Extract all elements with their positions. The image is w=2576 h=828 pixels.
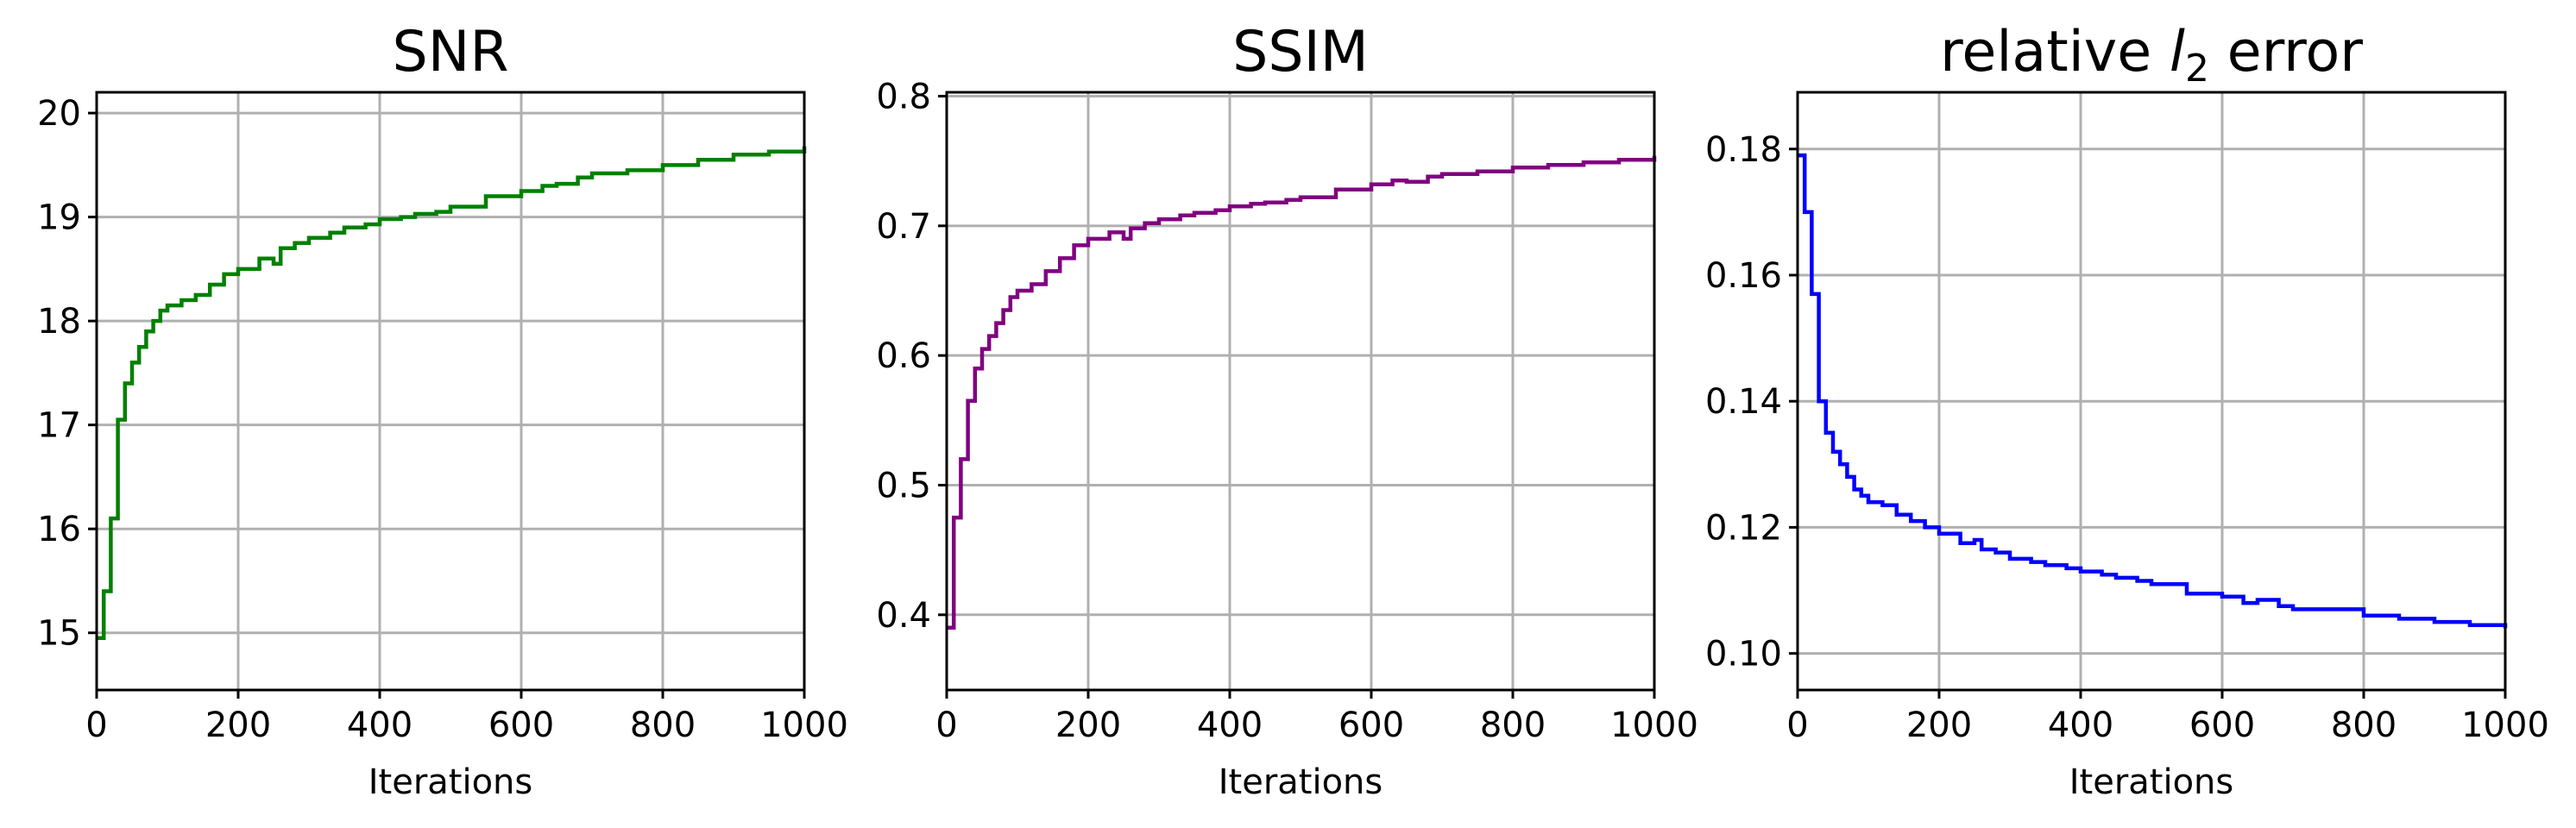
ssim-y-tick-label: 0.8 [876,78,931,117]
ssim-y-tick-label: 0.5 [876,466,931,505]
ssim-y-tick-label: 0.6 [876,336,931,376]
l2-error-title: relative l2 error [1940,20,2363,91]
ssim-x-tick-label: 0 [935,706,957,745]
snr-x-tick-label: 600 [488,706,554,745]
snr-x-tick-label: 0 [85,706,107,745]
ssim-title: SSIM [1232,20,1369,85]
snr-x-tick-label: 800 [630,706,696,745]
ssim-x-axis-label: Iterations [1219,762,1383,802]
l2-error-y-tick-label: 0.10 [1705,635,1782,674]
l2-error-ticks: 0 200 400 600 800 1000 0.10 0.12 0.14 0.16 0.18 [1705,130,2549,745]
ssim-x-tick-label: 400 [1197,706,1263,745]
ssim-y-tick-label: 0.7 [876,207,931,247]
snr-x-axis-label: Iterations [368,762,533,802]
snr-y-tick-label: 18 [37,302,81,342]
snr-ticks: 0 200 400 600 800 1000 15 16 17 18 19 20 [37,94,848,745]
l2-error-axes-frame [1796,91,2507,692]
snr-panel: SNR 0 200 400 600 800 1000 15 16 17 18 19 20 Iterat… [37,20,848,802]
l2-error-series-line [1798,153,2508,629]
l2-error-x-tick-label: 200 [1906,706,1972,745]
ssim-x-tick-label: 800 [1480,706,1546,745]
snr-y-tick-label: 20 [37,94,81,134]
snr-title: SNR [392,20,508,85]
l2-error-title-suffix: error [2209,20,2363,85]
snr-axes-frame [95,91,806,692]
ssim-axes-frame [945,91,1656,692]
l2-error-x-tick-label: 800 [2331,706,2396,745]
l2-error-x-tick-label: 1000 [2461,706,2549,745]
snr-x-tick-label: 1000 [760,706,848,745]
l2-error-y-tick-label: 0.12 [1705,508,1782,548]
l2-error-x-tick-label: 600 [2189,706,2255,745]
l2-error-y-tick-label: 0.14 [1705,382,1782,422]
snr-y-tick-label: 16 [37,510,81,549]
l2-error-title-prefix: relative [1940,20,2170,85]
snr-x-tick-label: 400 [347,706,413,745]
l2-error-title-sub: 2 [2185,47,2209,91]
snr-y-tick-label: 15 [37,614,81,654]
snr-x-tick-label: 200 [205,706,271,745]
ssim-x-tick-label: 600 [1338,706,1404,745]
ssim-series-line [947,155,1657,630]
l2-error-x-axis-label: Iterations [2069,762,2234,802]
l2-error-title-var: l [2170,20,2185,85]
ssim-x-tick-label: 200 [1055,706,1121,745]
snr-y-tick-label: 19 [37,198,81,238]
ssim-y-tick-label: 0.4 [876,596,931,636]
l2-error-x-tick-label: 400 [2048,706,2113,745]
ssim-gridlines [945,92,1656,690]
l2-error-y-tick-label: 0.16 [1705,256,1782,296]
ssim-panel: SSIM 0 200 400 600 800 1000 0.4 0.5 0.6 0.7 0.8 It… [876,20,1698,802]
l2-error-x-tick-label: 0 [1786,706,1808,745]
ssim-x-tick-label: 1000 [1610,706,1698,745]
l2-error-y-tick-label: 0.18 [1705,130,1782,170]
ssim-ticks: 0 200 400 600 800 1000 0.4 0.5 0.6 0.7 0.8 [876,78,1698,745]
snr-series-line [97,146,807,640]
snr-y-tick-label: 17 [37,406,81,446]
l2-error-panel: relative l2 error 0 200 400 600 800 10000.100… [1705,20,2549,802]
